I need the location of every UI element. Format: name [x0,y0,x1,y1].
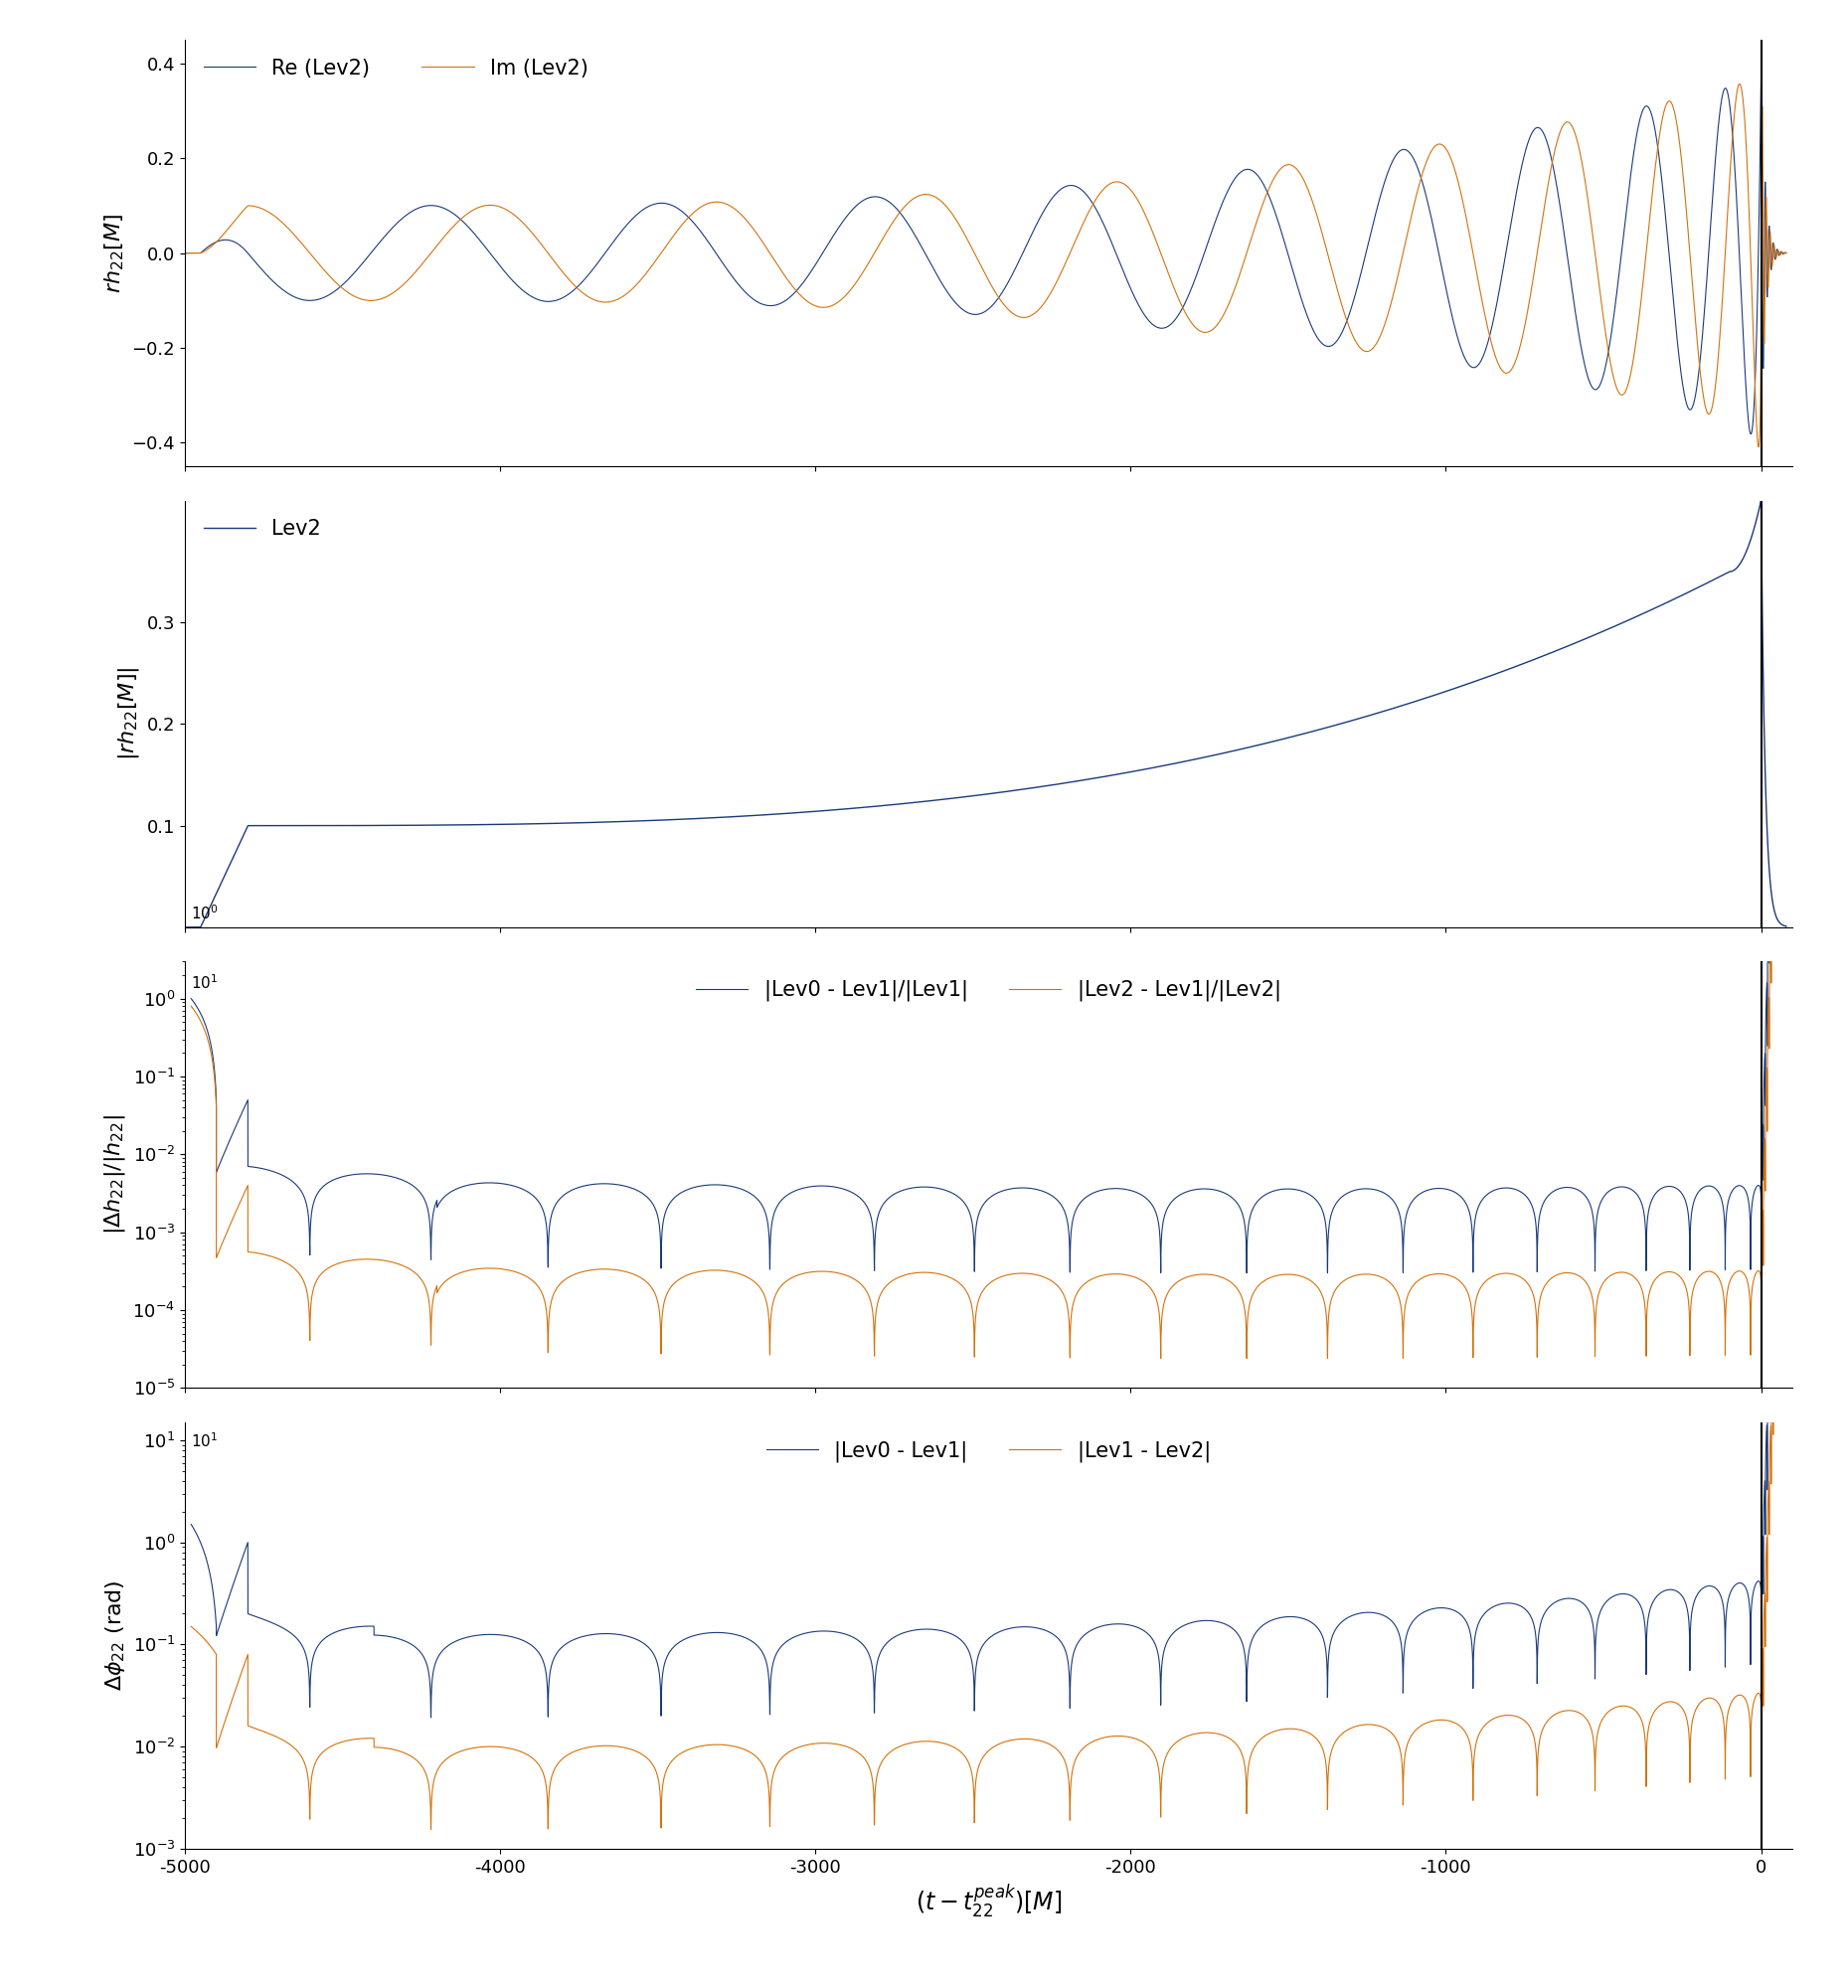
|Lev0 - Lev1|/|Lev1| [479,1171,501,1195]
Lev2 [268,813,290,837]
Line: |Lev1 - Lev2|: |Lev1 - Lev2| [190,986,1787,1829]
|Lev0 - Lev1| [1489,1592,1512,1616]
|Lev2 - Lev1|/|Lev2| [1236,1346,1258,1370]
Im (Lev2) [1358,340,1380,364]
Re (Lev2) [516,280,538,304]
|Lev0 - Lev1|/|Lev1| [1236,1260,1258,1284]
|Lev2 - Lev1|/|Lev2| [1776,358,1798,382]
|Lev0 - Lev1|/|Lev1| [1696,1175,1719,1199]
Legend: Re (Lev2), Im (Lev2): Re (Lev2), Im (Lev2) [196,50,597,87]
Im (Lev2) [1730,74,1752,97]
|Lev1 - Lev2| [479,1736,501,1759]
|Lev0 - Lev1| [179,1513,201,1537]
Im (Lev2) [1748,435,1770,459]
Y-axis label: $|rh_{22}[M]|$: $|rh_{22}[M]|$ [116,666,140,761]
Lev2 [1358,704,1380,728]
Line: |Lev0 - Lev1|/|Lev1|: |Lev0 - Lev1|/|Lev1| [190,284,1787,1272]
Y-axis label: $rh_{22}[M]$: $rh_{22}[M]$ [103,213,126,292]
Im (Lev2) [893,195,915,219]
|Lev1 - Lev2| [1696,1686,1719,1710]
Re (Lev2) [893,207,915,231]
|Lev1 - Lev2| [1776,974,1798,998]
Lev2 [516,811,538,835]
Y-axis label: $\Delta\phi_{22}$ (rad): $\Delta\phi_{22}$ (rad) [103,1580,128,1692]
Im (Lev2) [268,209,290,233]
|Lev0 - Lev1|/|Lev1| [1648,1177,1671,1201]
|Lev2 - Lev1|/|Lev2| [1648,1262,1671,1286]
Im (Lev2) [362,288,384,312]
|Lev2 - Lev1|/|Lev2| [179,994,201,1018]
|Lev0 - Lev1|/|Lev1| [444,1179,466,1203]
Legend: |Lev0 - Lev1|, |Lev1 - Lev2|: |Lev0 - Lev1|, |Lev1 - Lev2| [758,1433,1220,1471]
Re (Lev2) [362,239,384,262]
Im (Lev2) [174,241,196,264]
|Lev2 - Lev1|/|Lev2| [1696,1260,1719,1284]
Im (Lev2) [1728,72,1750,95]
Line: Lev2: Lev2 [185,501,1787,926]
Text: $10^0$: $10^0$ [190,905,218,922]
|Lev0 - Lev1| [1648,1582,1671,1606]
Text: $10^1$: $10^1$ [190,1431,218,1449]
|Lev1 - Lev2| [179,1614,201,1638]
Lev2 [893,791,915,815]
|Lev0 - Lev1| [1658,1578,1680,1602]
|Lev1 - Lev2| [444,1741,466,1765]
Y-axis label: $|\Delta h_{22}|/|h_{22}|$: $|\Delta h_{22}|/|h_{22}|$ [102,1115,128,1235]
Re (Lev2) [1750,54,1772,78]
Im (Lev2) [516,215,538,239]
Line: Re (Lev2): Re (Lev2) [185,66,1787,433]
Line: Im (Lev2): Im (Lev2) [185,83,1787,447]
Line: |Lev0 - Lev1|: |Lev0 - Lev1| [190,873,1787,1718]
|Lev1 - Lev2| [1648,1694,1671,1718]
Lev2 [174,914,196,938]
|Lev0 - Lev1|/|Lev1| [1776,272,1798,296]
Line: |Lev2 - Lev1|/|Lev2|: |Lev2 - Lev1|/|Lev2| [190,370,1787,1358]
Re (Lev2) [174,241,196,264]
Im (Lev2) [1776,241,1798,264]
|Lev2 - Lev1|/|Lev2| [444,1264,466,1288]
Lev2 [362,813,384,837]
Lev2 [1730,551,1752,575]
Re (Lev2) [1739,421,1761,445]
|Lev0 - Lev1|/|Lev1| [179,986,201,1010]
Legend: |Lev0 - Lev1|/|Lev1|, |Lev2 - Lev1|/|Lev2|: |Lev0 - Lev1|/|Lev1|, |Lev2 - Lev1|/|Lev… [687,972,1290,1010]
Re (Lev2) [1776,241,1798,264]
|Lev0 - Lev1| [1696,1574,1719,1598]
Legend: Lev2: Lev2 [196,511,329,547]
Re (Lev2) [1358,231,1380,254]
|Lev1 - Lev2| [1489,1704,1512,1728]
|Lev0 - Lev1|/|Lev1| [1658,1175,1680,1199]
Text: $10^1$: $10^1$ [190,974,218,992]
Lev2 [1776,914,1798,938]
|Lev0 - Lev1| [479,1622,501,1646]
|Lev0 - Lev1|/|Lev1| [1489,1177,1512,1201]
X-axis label: $(t - t_{22}^{peak})[M]$: $(t - t_{22}^{peak})[M]$ [915,1883,1063,1920]
|Lev0 - Lev1| [444,1630,466,1654]
Lev2 [1750,489,1772,513]
|Lev0 - Lev1| [1776,861,1798,885]
|Lev1 - Lev2| [419,1817,442,1841]
|Lev2 - Lev1|/|Lev2| [1489,1262,1512,1286]
|Lev0 - Lev1| [419,1706,442,1730]
|Lev1 - Lev2| [1658,1690,1680,1714]
|Lev2 - Lev1|/|Lev2| [1658,1260,1680,1284]
|Lev2 - Lev1|/|Lev2| [479,1256,501,1280]
Re (Lev2) [1730,270,1752,294]
Re (Lev2) [268,274,290,298]
